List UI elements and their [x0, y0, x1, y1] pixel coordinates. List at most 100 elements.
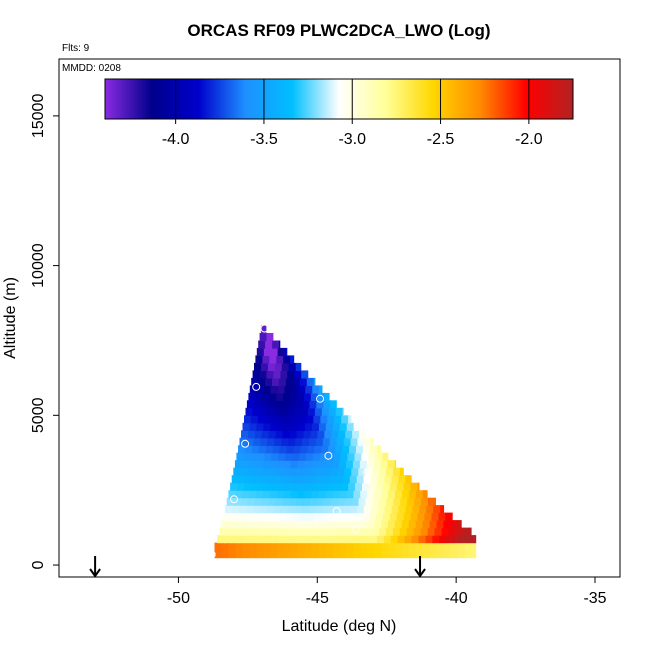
heatmap-cell: [224, 535, 232, 544]
heatmap-cell: [281, 467, 290, 476]
heatmap-cell: [269, 392, 277, 401]
heatmap-cell: [436, 542, 445, 551]
heatmap-cell: [254, 467, 262, 476]
heatmap-cell: [360, 490, 368, 499]
heatmap-cell: [256, 520, 264, 529]
heatmap-cell: [375, 482, 384, 491]
heatmap-cell: [273, 370, 281, 379]
heatmap-cell: [306, 377, 315, 386]
heatmap-cell: [325, 520, 333, 529]
heatmap-cell: [282, 497, 290, 506]
heatmap-cell: [217, 535, 225, 544]
heatmap-cell: [290, 490, 299, 499]
heatmap-cell: [226, 527, 234, 536]
heatmap-cell: [310, 497, 318, 506]
heatmap-cell: [266, 333, 274, 342]
heatmap-cell: [303, 430, 311, 439]
heatmap-cell: [411, 535, 420, 544]
heatmap-cell: [349, 535, 357, 544]
heatmap-cell: [277, 385, 286, 394]
heatmap-cell: [348, 512, 356, 521]
heatmap-cell: [295, 437, 303, 446]
heatmap-cell: [279, 535, 288, 544]
heatmap-cell: [382, 512, 391, 521]
heatmap-cell: [263, 422, 271, 431]
heatmap-cell: [332, 550, 341, 559]
heatmap-cell: [252, 505, 261, 514]
heatmap-cell: [448, 527, 456, 536]
heatmap-cell: [278, 482, 287, 491]
heatmap-cell: [289, 430, 298, 439]
heatmap-cell: [402, 550, 410, 559]
colorbar-tick-label: -3.5: [250, 131, 278, 148]
heatmap-cell: [250, 452, 258, 461]
heatmap-cell: [297, 490, 306, 499]
heatmap-cell: [302, 400, 310, 409]
heatmap-cell: [286, 445, 295, 454]
heatmap-cell: [389, 512, 398, 521]
heatmap-cell: [297, 542, 306, 551]
heatmap-cell: [303, 392, 312, 401]
heatmap-cell: [267, 400, 276, 409]
heatmap-cell: [281, 527, 290, 536]
heatmap-cell: [315, 475, 323, 484]
heatmap-cell: [238, 475, 247, 484]
heatmap-cell: [233, 527, 241, 536]
heatmap-cell: [354, 452, 362, 461]
heatmap-cell: [353, 520, 361, 529]
heatmap-cell: [221, 542, 229, 551]
heatmap-cell: [304, 490, 313, 499]
heatmap-cell: [277, 347, 286, 356]
heatmap-cell: [251, 535, 260, 544]
heatmap-cell: [267, 437, 275, 446]
heatmap-cell: [258, 377, 266, 386]
heatmap-cell: [323, 467, 332, 476]
heatmap-cell: [338, 430, 346, 439]
heatmap-cell: [285, 415, 294, 424]
heatmap-cell: [453, 535, 461, 544]
heatmap-cell: [236, 452, 244, 461]
heatmap-cell: [350, 437, 359, 446]
heatmap-cell: [264, 482, 273, 491]
heatmap-cell: [244, 445, 253, 454]
heatmap-cell: [323, 400, 331, 409]
heatmap-cell: [374, 542, 382, 551]
heatmap-cell: [317, 430, 325, 439]
heatmap-cell: [248, 392, 256, 401]
heatmap-cell: [315, 437, 324, 446]
heatmap-cell: [329, 505, 337, 514]
heatmap-cell: [353, 550, 361, 559]
heatmap-cell: [313, 377, 316, 386]
heatmap-cell: [291, 422, 299, 431]
heatmap-cell: [299, 482, 307, 491]
heatmap-cell: [388, 542, 396, 551]
heatmap-cell: [379, 527, 387, 536]
heatmap-cell: [295, 400, 303, 409]
heatmap-cell: [443, 542, 452, 551]
heatmap-cell: [342, 535, 350, 544]
heatmap-cell: [250, 512, 259, 521]
heatmap-cell: [292, 452, 300, 461]
heatmap-cell: [382, 482, 391, 491]
heatmap-cell: [332, 422, 341, 431]
heatmap-cell: [384, 475, 392, 484]
heatmap-cell: [242, 422, 250, 431]
heatmap-cell: [270, 385, 279, 394]
heatmap-cell: [250, 482, 259, 491]
heatmap-cell: [332, 460, 340, 469]
heatmap-cell: [265, 377, 273, 386]
heatmap-cell: [274, 400, 283, 409]
heatmap-cell: [353, 542, 361, 551]
heatmap-cell: [395, 550, 403, 559]
heatmap-cell: [224, 505, 233, 514]
heatmap-cell: [279, 340, 281, 349]
heatmap-cell: [346, 422, 355, 431]
heatmap-cell: [282, 430, 291, 439]
heatmap-cell: [300, 535, 308, 544]
heatmap-cell: [255, 355, 263, 364]
heatmap-cell: [334, 482, 342, 491]
data-marker: [454, 507, 463, 516]
heatmap-cell: [388, 550, 396, 559]
heatmap-cell: [278, 415, 287, 424]
heatmap-cell: [272, 377, 280, 386]
